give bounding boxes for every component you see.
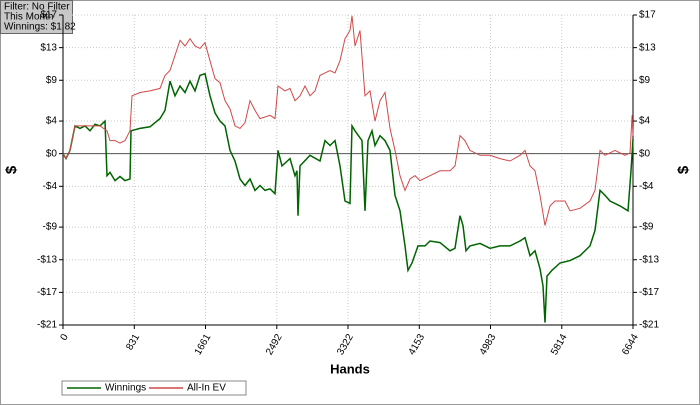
x-tick-label: 0 [59,332,72,343]
y-tick-label: -$17 [37,287,57,298]
y2-tick-label: $17 [639,10,656,21]
y-tick-label: $13 [40,42,57,53]
y-tick-label: $9 [46,75,58,86]
y-tick-label: -$13 [37,254,57,265]
y2-tick-label: $13 [639,42,656,53]
y-tick-label: $4 [46,116,58,127]
y-tick-label: $17 [40,10,57,21]
y2-tick-label: -$9 [639,222,654,233]
filter-box [0,0,73,34]
y-tick-label: -$21 [37,320,57,331]
y2-tick-label: -$13 [639,254,659,265]
x-axis-label: Hands [330,361,370,376]
series-line [62,15,634,226]
y2-tick-label: -$21 [639,320,659,331]
y-tick-label: $0 [46,148,58,159]
y2-tick-label: $9 [639,75,651,86]
winnings-text: Winnings: $1.82 [4,22,76,33]
legend-label: Winnings [105,383,146,394]
y2-tick-label: $4 [639,116,651,127]
y2-axis-label: $ [675,165,692,174]
y2-tick-label: $0 [639,148,651,159]
period-text: This Month [4,12,53,23]
series-line [62,72,634,323]
y-axis-label: $ [3,165,20,174]
y2-tick-label: -$4 [639,181,654,192]
legend-label: All-In EV [187,383,226,394]
filter-text: Filter: No Filter [4,2,70,13]
y2-tick-label: -$17 [639,287,659,298]
y-tick-label: -$9 [43,222,58,233]
y-tick-label: -$4 [43,181,58,192]
